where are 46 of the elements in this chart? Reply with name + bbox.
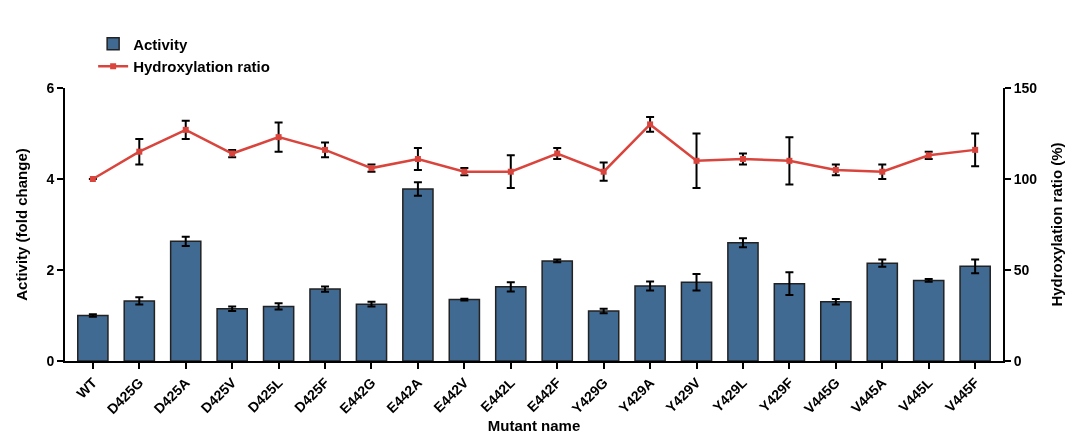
bar [448, 298, 481, 361]
bar [216, 307, 249, 361]
legend-label: Hydroxylation ratio [133, 58, 270, 76]
point [693, 157, 700, 164]
bar [866, 262, 899, 361]
x-axis-title: Mutant name [487, 416, 581, 434]
bar [402, 188, 434, 361]
point [600, 168, 607, 175]
x-tick-label: WT [73, 374, 101, 402]
bar [773, 282, 806, 361]
bar [587, 310, 620, 361]
bar [819, 301, 852, 361]
bar [77, 314, 109, 361]
y-tick-label: 6 [46, 79, 55, 96]
y-tick-label: 2 [46, 261, 55, 278]
bar [912, 279, 945, 361]
point [879, 168, 886, 175]
point [275, 134, 282, 141]
bar [123, 300, 156, 361]
point [182, 126, 189, 133]
y2-axis-title: Hydroxylation ratio (%) [1047, 142, 1065, 307]
y-tick-label: 4 [46, 170, 55, 187]
bar [680, 281, 713, 361]
y-axis-title: Activity (fold change) [13, 148, 31, 301]
point [786, 157, 793, 164]
point [322, 146, 329, 153]
legend-label: Activity [133, 35, 188, 53]
bar [959, 265, 991, 361]
y2-tick-label: 100 [1013, 170, 1038, 187]
bar [309, 288, 341, 361]
bar [262, 305, 295, 361]
bar [727, 241, 759, 361]
bar [169, 240, 202, 361]
point [972, 146, 979, 153]
point [647, 121, 654, 128]
y2-tick-label: 150 [1013, 79, 1038, 96]
point [507, 168, 514, 175]
bar [355, 303, 388, 361]
y-tick-label: 0 [46, 352, 55, 369]
y2-tick-label: 0 [1013, 352, 1022, 369]
point [414, 155, 421, 162]
y2-tick-label: 50 [1013, 261, 1030, 278]
bar [541, 260, 574, 361]
bar [494, 286, 527, 361]
bar [634, 285, 666, 361]
point [136, 148, 143, 155]
